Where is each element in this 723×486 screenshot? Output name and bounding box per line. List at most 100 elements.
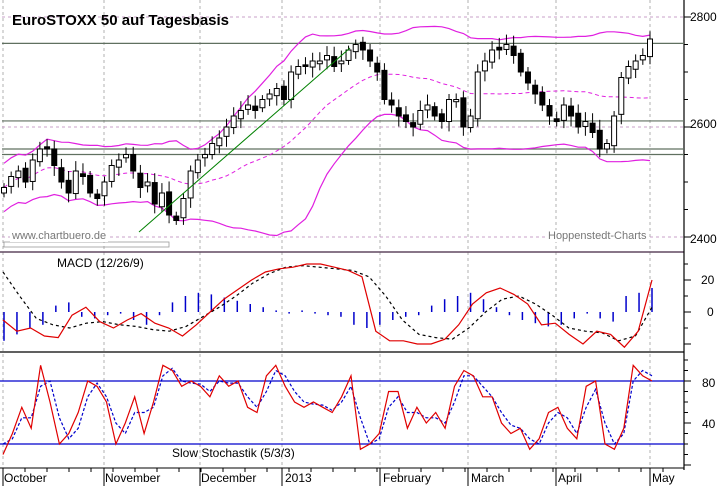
candle-bullish [115, 159, 122, 168]
candle-bearish [395, 107, 402, 117]
candle-bearish [359, 41, 366, 51]
candle-bullish [266, 93, 273, 100]
month-label-february: February [383, 471, 432, 485]
candle-bearish [496, 46, 503, 51]
candle-bullish [273, 88, 280, 97]
candle-bearish [151, 182, 158, 205]
candle-bullish [223, 126, 230, 137]
candle-bullish [288, 71, 295, 100]
macd-label: MACD (12/26/9) [57, 256, 144, 270]
candle-bullish [259, 99, 266, 109]
candle-bearish [280, 85, 287, 101]
month-label-november: November [105, 471, 161, 485]
macd-ytick-20: 20 [701, 273, 715, 287]
price-ytick-2400: 2400 [690, 232, 717, 246]
month-label-october: October [4, 471, 47, 485]
candle-bullish [101, 181, 108, 197]
candle-bullish [309, 60, 316, 68]
bollinger-lower-band [3, 113, 651, 237]
candle-bearish [44, 146, 51, 150]
candle-bearish [381, 69, 388, 100]
stoch-d-line [2, 367, 653, 446]
candle-bullish [72, 170, 79, 195]
candle-bullish [15, 170, 22, 179]
candle-bullish [123, 154, 130, 159]
candle-bearish [130, 154, 137, 172]
stoch-k-line [2, 363, 653, 455]
candle-bullish [453, 99, 460, 103]
candle-bearish [589, 122, 596, 134]
macd-line [2, 263, 653, 349]
candle-bearish [65, 179, 72, 194]
candle-bearish [166, 191, 173, 216]
candle-bullish [194, 159, 201, 174]
candle-bearish [58, 167, 65, 183]
candle-bullish [345, 49, 352, 61]
stoch-label: Slow Stochastik (5/3/3) [172, 446, 295, 460]
candle-bullish [144, 181, 151, 187]
candle-bearish [532, 84, 539, 95]
macd-signal-line [2, 264, 653, 342]
candle-bearish [438, 113, 445, 123]
candle-bullish [338, 60, 345, 65]
watermark-hoppenstedt: Hoppenstedt-Charts [546, 230, 649, 242]
candle-bearish [402, 114, 409, 123]
candle-bullish [316, 60, 323, 65]
candle-bearish [546, 105, 553, 117]
candle-bearish [524, 71, 531, 84]
month-label-december: December [201, 471, 257, 485]
candle-bearish [173, 215, 180, 222]
candle-bullish [611, 115, 618, 147]
candle-bearish [460, 97, 467, 128]
candle-bullish [446, 99, 453, 122]
candle-bearish [94, 193, 101, 200]
candle-bullish [29, 159, 36, 182]
candle-bearish [431, 106, 438, 117]
candle-bullish [582, 121, 589, 127]
candle-bullish [632, 60, 639, 70]
month-label-may: May [652, 471, 675, 485]
macd-ytick-0: 0 [707, 305, 714, 319]
candle-bullish [489, 49, 496, 63]
candle-bullish [8, 176, 15, 187]
candle-bearish [79, 173, 86, 177]
candle-bullish [417, 110, 424, 125]
candle-bullish [237, 110, 244, 120]
candle-bullish [230, 115, 237, 129]
candle-bearish [374, 62, 381, 73]
bollinger-upper-band [3, 25, 651, 164]
candle-bullish [158, 192, 165, 208]
candle-bearish [410, 122, 417, 128]
stoch-ytick-80: 80 [702, 376, 716, 390]
month-label-2013: 2013 [285, 471, 312, 485]
month-label-april: April [558, 471, 583, 485]
candle-bullish [201, 154, 208, 159]
candle-bullish [1, 187, 7, 194]
bollinger-middle-band [3, 73, 651, 188]
candle-bullish [36, 148, 43, 163]
chart-title: EuroSTOXX 50 auf Tagesbasis [12, 12, 230, 29]
candle-bullish [352, 44, 359, 53]
candle-bullish [180, 198, 187, 219]
candle-bearish [596, 129, 603, 150]
candle-bearish [553, 118, 560, 122]
candle-bearish [539, 91, 546, 106]
candle-bullish [216, 137, 223, 147]
price-ytick-2600: 2600 [690, 117, 717, 131]
candle-bearish [51, 148, 58, 166]
candle-bearish [517, 52, 524, 73]
candle-bullish [639, 55, 646, 61]
candle-bearish [568, 105, 575, 117]
candle-bearish [137, 172, 144, 188]
candle-bullish [108, 165, 115, 182]
candle-bearish [367, 49, 374, 62]
candle-bullish [209, 143, 216, 155]
candle-bullish [467, 115, 474, 129]
candle-bullish [647, 38, 653, 58]
candle-bullish [625, 66, 632, 79]
candle-bearish [252, 105, 259, 111]
candle-bullish [295, 66, 302, 75]
candle-bullish [324, 55, 330, 61]
